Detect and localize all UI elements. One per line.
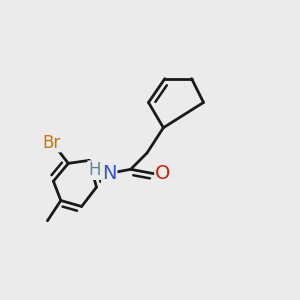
- Text: Br: Br: [43, 134, 61, 152]
- Text: H: H: [88, 161, 101, 179]
- Text: O: O: [155, 164, 170, 183]
- Text: N: N: [102, 164, 116, 183]
